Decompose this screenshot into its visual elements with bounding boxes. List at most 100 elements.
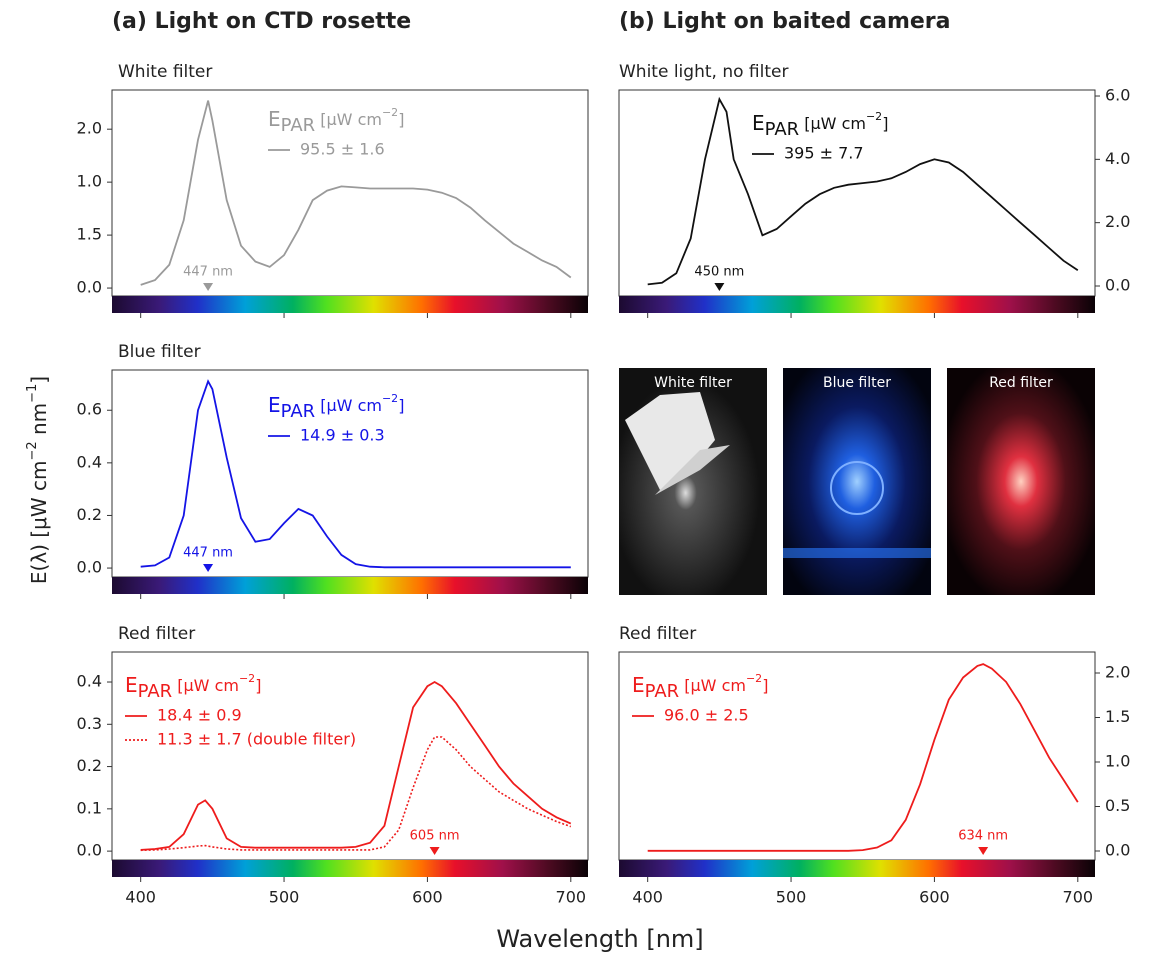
- heading: (a) Light on CTD rosette: [112, 9, 411, 34]
- peak-marker: [203, 283, 214, 291]
- peak-label: 450 nm: [694, 265, 744, 280]
- peak-label: 605 nm: [410, 829, 460, 844]
- y-axis-label-part: nm: [27, 403, 51, 442]
- legend-label: 11.3 ± 1.7 (double filter): [157, 730, 356, 749]
- photo-detail: [830, 461, 884, 515]
- y-tick-label: 1.5: [1105, 707, 1130, 726]
- legend-title: EPAR [μW cm−2]: [125, 672, 261, 702]
- legend-title: EPAR [μW cm−2]: [268, 106, 404, 136]
- peak-marker: [978, 847, 989, 855]
- photo-label: Red filter: [989, 375, 1053, 391]
- photo-detail: [655, 445, 730, 495]
- spectrum-bar: [619, 860, 1095, 877]
- y-tick-label: 0.0: [77, 558, 102, 577]
- legend-title-part: ]: [882, 114, 888, 133]
- x-tick-label: 500: [776, 888, 807, 907]
- panel-title: Blue filter: [118, 342, 201, 362]
- legend-title-part: PAR: [765, 119, 800, 140]
- y-tick-label: 2.0: [1105, 212, 1130, 231]
- y-tick-label: 0.0: [77, 278, 102, 297]
- legend-title-part: [μW cm: [679, 676, 746, 695]
- y-tick-label: 0.1: [77, 798, 102, 817]
- y-tick-label: 2.0: [77, 119, 102, 138]
- legend-title-part: −2: [239, 672, 255, 685]
- legend-title-part: E: [268, 393, 281, 417]
- peak-marker: [714, 283, 725, 291]
- photo-label: Blue filter: [823, 375, 891, 391]
- y-tick-label: 0.3: [77, 714, 102, 733]
- y-tick-label: 4.0: [1105, 149, 1130, 168]
- x-tick-label: 600: [919, 888, 950, 907]
- legend-title-part: PAR: [138, 681, 173, 702]
- data-line: [140, 100, 572, 286]
- legend-label: 18.4 ± 0.9: [157, 706, 242, 725]
- x-tick-label: 700: [556, 888, 587, 907]
- x-tick-label: 600: [412, 888, 443, 907]
- peak-marker: [203, 564, 214, 572]
- legend-title: EPAR [μW cm−2]: [268, 392, 404, 422]
- y-axis-label-part: E(λ) [μW cm: [27, 461, 51, 585]
- panel-title: White filter: [118, 62, 212, 82]
- legend-title-part: PAR: [281, 401, 316, 422]
- legend-title-part: E: [268, 107, 281, 131]
- data-line: [140, 379, 571, 569]
- peak-marker: [429, 847, 440, 855]
- y-axis-label: E(λ) [μW cm−2 nm−1]: [25, 376, 51, 584]
- panel-title: White light, no filter: [619, 62, 788, 82]
- y-tick-label: 0.4: [77, 452, 102, 471]
- legend-title-part: −2: [382, 106, 398, 119]
- x-tick-label: 500: [269, 888, 300, 907]
- y-axis-label-part: −1: [25, 384, 40, 403]
- peak-label: 634 nm: [958, 829, 1008, 844]
- legend-title-part: −2: [746, 672, 762, 685]
- x-tick-label: 400: [632, 888, 663, 907]
- panel-title: Red filter: [619, 624, 696, 644]
- data-line: [140, 680, 572, 851]
- spectrum-bar: [112, 577, 588, 594]
- legend-title-part: PAR: [281, 115, 316, 136]
- data-line: [140, 736, 572, 852]
- y-tick-label: 6.0: [1105, 86, 1130, 105]
- y-tick-label: 1.5: [77, 225, 102, 244]
- y-tick-label: 0.5: [1105, 796, 1130, 815]
- data-line: [647, 663, 1079, 852]
- x-tick-label: 700: [1063, 888, 1094, 907]
- legend-title-part: PAR: [645, 681, 680, 702]
- y-tick-label: 0.0: [1105, 841, 1130, 860]
- legend-title-part: [μW cm: [799, 114, 866, 133]
- legend-title-part: E: [752, 111, 765, 135]
- data-line: [647, 96, 1079, 286]
- y-tick-label: 0.2: [77, 505, 102, 524]
- y-tick-label: 0.0: [1105, 275, 1130, 294]
- photo-label: White filter: [654, 375, 732, 391]
- panel-title: Red filter: [118, 624, 195, 644]
- photo-detail: [783, 548, 931, 558]
- y-tick-label: 0.2: [77, 756, 102, 775]
- legend-title-part: ]: [398, 396, 404, 415]
- y-tick-label: 1.0: [1105, 752, 1130, 771]
- legend-title-part: E: [125, 673, 138, 697]
- legend-title-part: −2: [866, 110, 882, 123]
- y-axis-label-part: ]: [27, 376, 51, 384]
- heading: (b) Light on baited camera: [619, 9, 951, 34]
- y-tick-label: 0.0: [77, 841, 102, 860]
- legend-title-part: [μW cm: [315, 396, 382, 415]
- legend-title-part: E: [632, 673, 645, 697]
- photo: [947, 368, 1095, 595]
- x-axis-label: Wavelength [nm]: [496, 925, 703, 953]
- legend-title-part: ]: [255, 676, 261, 695]
- legend-label: 395 ± 7.7: [784, 144, 864, 163]
- legend-title-part: [μW cm: [315, 110, 382, 129]
- x-tick-label: 400: [125, 888, 156, 907]
- spectrum-bar: [112, 860, 588, 877]
- legend-title: EPAR [μW cm−2]: [632, 672, 768, 702]
- legend-title-part: ]: [398, 110, 404, 129]
- y-axis-label-part: −2: [25, 441, 40, 460]
- y-tick-label: 2.0: [1105, 663, 1130, 682]
- spectrum-bar: [619, 296, 1095, 313]
- legend-title-part: ]: [762, 676, 768, 695]
- peak-label: 447 nm: [183, 546, 233, 561]
- legend-label: 14.9 ± 0.3: [300, 426, 385, 445]
- legend-title-part: −2: [382, 392, 398, 405]
